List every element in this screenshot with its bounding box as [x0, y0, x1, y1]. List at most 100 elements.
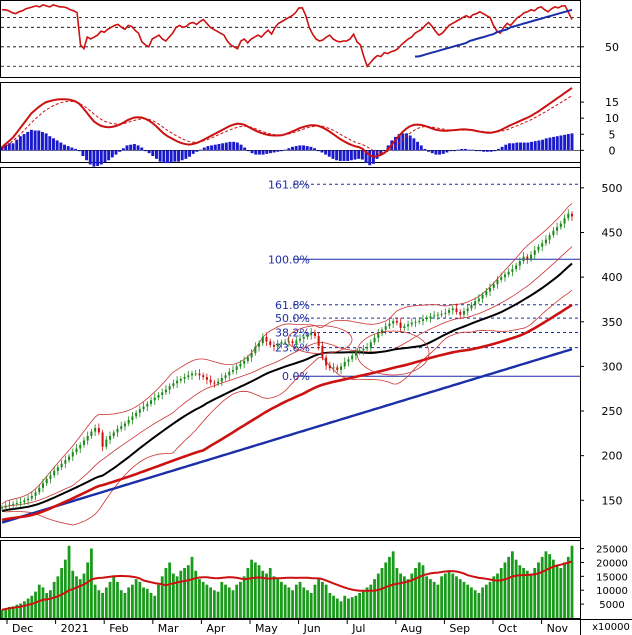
- candle-body: [556, 227, 559, 231]
- macd-histogram-bar: [26, 131, 30, 151]
- candle-body: [142, 406, 145, 410]
- macd-histogram-bar: [11, 143, 15, 151]
- macd-histogram-bar: [254, 150, 258, 155]
- volume-bar: [250, 559, 253, 618]
- candle-body: [511, 269, 514, 272]
- candle-body: [403, 326, 406, 329]
- macd-histogram-bar: [489, 150, 493, 152]
- price-tick-label: 500: [602, 182, 623, 195]
- macd-histogram-bar: [526, 142, 530, 151]
- macd-histogram-bar: [302, 145, 306, 151]
- macd-histogram-bar: [419, 145, 423, 151]
- volume-bar: [11, 606, 15, 618]
- month-label: Feb: [109, 622, 128, 635]
- macd-histogram-bar: [77, 150, 81, 152]
- volume-bar: [224, 584, 227, 618]
- candle-body: [392, 320, 395, 324]
- candle-body: [287, 341, 290, 343]
- macd-histogram-bar: [33, 130, 37, 151]
- candle-body: [220, 377, 223, 382]
- candle-body: [414, 321, 417, 323]
- candle-body: [377, 333, 380, 338]
- candle-body: [310, 332, 313, 336]
- macd-histogram-bar: [460, 148, 464, 151]
- macd-histogram-bar: [349, 150, 353, 161]
- ma-short-line: [1, 262, 573, 512]
- macd-histogram-bar: [44, 133, 48, 151]
- volume-bar: [551, 559, 555, 618]
- macd-histogram-bar: [129, 144, 133, 151]
- macd-histogram-bar: [7, 143, 11, 151]
- macd-histogram-bar: [478, 150, 482, 152]
- volume-bar: [164, 568, 168, 618]
- candle-body: [496, 279, 499, 285]
- macd-histogram-bar: [331, 150, 335, 159]
- volume-bar: [71, 570, 75, 618]
- volume-bar: [4, 608, 8, 618]
- macd-tick-label: 5: [609, 128, 616, 141]
- macd-histogram-bar: [283, 149, 287, 151]
- macd-histogram-bar: [268, 150, 272, 154]
- macd-histogram-bar: [471, 149, 475, 151]
- macd-histogram-bar: [445, 150, 449, 153]
- candle-body: [231, 369, 234, 372]
- bollinger-upper: [1, 203, 573, 505]
- volume-bar: [186, 565, 190, 618]
- macd-histogram-bar: [173, 150, 177, 162]
- candle-body: [4, 505, 7, 508]
- volume-bar: [339, 601, 343, 618]
- volume-bar: [432, 581, 436, 618]
- volume-bar: [544, 551, 548, 618]
- volume-bar: [82, 573, 86, 618]
- macd-histogram-bar: [118, 150, 122, 152]
- macd-histogram-bar: [408, 135, 412, 151]
- volume-bar: [67, 545, 71, 618]
- volume-bar: [559, 568, 563, 618]
- macd-histogram-bar: [169, 150, 173, 163]
- candle-body: [53, 470, 56, 476]
- candle-body: [246, 357, 249, 362]
- volume-bar: [22, 601, 26, 618]
- volume-bar: [78, 579, 82, 618]
- macd-histogram-bar: [261, 150, 265, 155]
- candle-body: [235, 366, 238, 370]
- volume-bar: [384, 562, 388, 618]
- macd-histogram-bar: [357, 150, 361, 159]
- volume-bar: [101, 593, 104, 618]
- volume-bar: [280, 581, 283, 618]
- volume-bar: [354, 595, 358, 618]
- volume-bar: [298, 581, 302, 618]
- macd-histogram-bar: [177, 150, 180, 162]
- volume-bar: [473, 590, 477, 618]
- candle-body: [205, 377, 208, 380]
- candle-body: [548, 235, 551, 240]
- volume-bar: [227, 587, 231, 618]
- candle-body: [101, 432, 104, 447]
- macd-histogram-bar: [449, 150, 453, 152]
- macd-histogram-bar: [66, 146, 70, 151]
- macd-histogram-bar: [552, 136, 556, 151]
- month-axis: Dec 2021 Feb Mar Apr May Jun Jul Aug Sep Oct Nov: [6, 619, 569, 635]
- candle-body: [116, 428, 119, 433]
- macd-histogram-bar: [88, 150, 92, 165]
- volume-bar: [317, 579, 321, 618]
- rsi-line: [2, 4, 573, 68]
- candle-body: [198, 373, 201, 376]
- candle-body: [12, 503, 15, 505]
- volume-bar: [93, 584, 97, 618]
- macd-histogram-bar: [313, 148, 317, 151]
- macd-histogram-bar: [140, 147, 144, 151]
- volume-bar: [563, 562, 566, 618]
- candle-body: [362, 348, 365, 351]
- volume-bar: [548, 554, 552, 618]
- volume-bar: [171, 573, 175, 618]
- macd-histogram-bar: [485, 150, 489, 152]
- macd-histogram-bar: [213, 144, 217, 151]
- month-label: Dec: [12, 622, 33, 635]
- price-tick-label: 200: [602, 450, 623, 463]
- candle-body: [340, 366, 343, 370]
- candle-body: [533, 250, 536, 255]
- volume-bar: [276, 579, 280, 618]
- macd-histogram-bar: [81, 150, 85, 157]
- macd-histogram-bar: [360, 150, 364, 160]
